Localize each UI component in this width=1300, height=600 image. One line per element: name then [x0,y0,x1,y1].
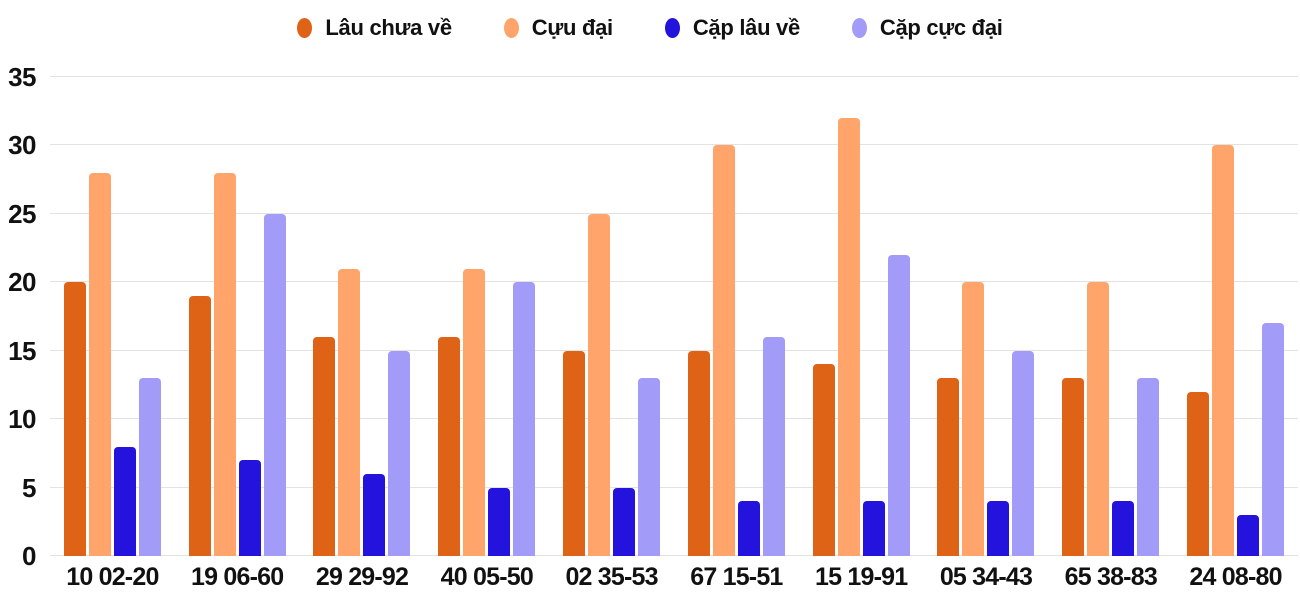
bar-group-1 [50,77,175,556]
y-tick-label-35: 35 [8,62,36,92]
x-tick-label-8: 05 34-43 [939,563,1033,591]
x-tick-label-3: 29 29-92 [315,563,409,591]
bar-series-2-cat-6[interactable] [712,145,735,556]
bar-series-1-cat-9[interactable] [1062,378,1085,556]
bar-group-5 [549,77,674,556]
y-axis: 0 5 10 15 20 25 30 35 [0,63,40,570]
bar-series-4-cat-7[interactable] [887,254,910,556]
gridline-y-15 [50,349,1298,351]
legend-label: Cựu đại [531,15,613,40]
bar-series-4-cat-9[interactable] [1137,378,1160,556]
bar-series-1-cat-8[interactable] [937,378,960,556]
bar-series-3-cat-10[interactable] [1237,514,1260,556]
legend-marker-icon [851,18,867,38]
bar-series-1-cat-7[interactable] [812,364,835,556]
bar-series-2-cat-4[interactable] [463,268,486,556]
bar-groups [50,77,1298,556]
bar-series-1-cat-4[interactable] [438,337,461,556]
y-tick-label-30: 30 [8,130,36,161]
bar-series-3-cat-3[interactable] [363,473,386,556]
legend-item-series-4[interactable]: Cặp cực đại [851,15,1003,41]
gridline-y-5 [50,486,1298,488]
bar-series-3-cat-8[interactable] [987,501,1010,556]
legend-item-series-2[interactable]: Cựu đại [503,15,613,41]
bar-series-2-cat-7[interactable] [837,118,860,556]
bar-series-4-cat-1[interactable] [138,378,161,556]
y-tick-label-0: 0 [22,541,36,571]
bar-series-2-cat-10[interactable] [1212,145,1235,556]
legend-marker-icon [297,18,313,38]
bar-series-3-cat-5[interactable] [613,487,636,556]
bar-series-2-cat-3[interactable] [338,268,361,556]
bar-series-3-cat-7[interactable] [862,501,885,556]
x-tick-label-10: 24 08-80 [1189,563,1282,591]
gridline-y-0 [50,555,1298,556]
x-tick-label-7: 15 19-91 [815,563,908,591]
x-tick-label-5: 02 35-53 [565,563,658,591]
gridline-y-30 [50,144,1298,146]
x-tick-label-6: 67 15-51 [690,563,783,591]
bar-series-1-cat-2[interactable] [188,295,211,556]
bar-series-4-cat-3[interactable] [388,350,411,556]
gridline-y-10 [50,418,1298,420]
y-tick-label-15: 15 [8,335,36,366]
legend-item-series-1[interactable]: Lâu chưa về [297,15,452,41]
y-tick-label-5: 5 [22,472,36,503]
bar-series-4-cat-10[interactable] [1262,323,1285,556]
bar-series-3-cat-2[interactable] [238,460,261,556]
gridline-y-20 [50,281,1298,283]
bar-series-2-cat-8[interactable] [962,282,985,556]
bar-series-2-cat-9[interactable] [1087,282,1110,556]
legend-label: Cặp cực đại [879,15,1003,40]
bar-series-2-cat-5[interactable] [588,213,611,556]
legend-label: Lâu chưa về [325,15,452,40]
x-tick-label-2: 19 06-60 [191,563,284,591]
bar-series-4-cat-5[interactable] [638,378,661,556]
legend-item-series-3[interactable]: Cặp lâu về [664,15,800,41]
bar-series-4-cat-2[interactable] [263,213,286,556]
chart-legend: Lâu chưa về Cựu đại Cặp lâu về Cặp cực đại [0,6,1300,50]
y-tick-label-20: 20 [8,267,36,298]
bar-group-7 [799,77,924,556]
legend-label: Cặp lâu về [692,15,800,40]
bar-series-2-cat-2[interactable] [213,172,236,556]
bar-group-10 [1173,77,1298,556]
bar-group-3 [300,77,425,556]
x-axis: 10 02-20 19 06-60 29 29-92 40 05-50 02 35-53… [50,560,1298,596]
bar-group-8 [924,77,1049,556]
bar-series-3-cat-6[interactable] [737,501,760,556]
bar-series-3-cat-1[interactable] [113,446,136,556]
bar-series-1-cat-5[interactable] [563,350,586,556]
bar-series-4-cat-6[interactable] [762,337,785,556]
y-tick-label-25: 25 [8,198,36,229]
bar-series-4-cat-8[interactable] [1012,350,1035,556]
bar-series-1-cat-3[interactable] [313,337,336,556]
bar-series-3-cat-9[interactable] [1112,501,1135,556]
y-tick-label-10: 10 [8,404,36,435]
x-tick-label-9: 65 38-83 [1064,563,1158,591]
bar-series-3-cat-4[interactable] [488,487,511,556]
gridline-y-35 [50,76,1298,77]
plot-area [50,76,1298,556]
legend-marker-icon [503,18,519,38]
bar-group-4 [424,77,549,556]
bar-group-2 [175,77,300,556]
x-tick-label-1: 10 02-20 [66,563,159,591]
bar-series-2-cat-1[interactable] [88,172,111,556]
bar-series-1-cat-6[interactable] [687,350,710,556]
x-tick-label-4: 40 05-50 [440,563,534,591]
legend-marker-icon [664,18,680,38]
bar-series-1-cat-1[interactable] [63,282,86,556]
bar-series-1-cat-10[interactable] [1187,391,1210,556]
bar-series-4-cat-4[interactable] [513,282,536,556]
gridline-y-25 [50,212,1298,214]
bar-group-6 [674,77,799,556]
bar-group-9 [1048,77,1173,556]
